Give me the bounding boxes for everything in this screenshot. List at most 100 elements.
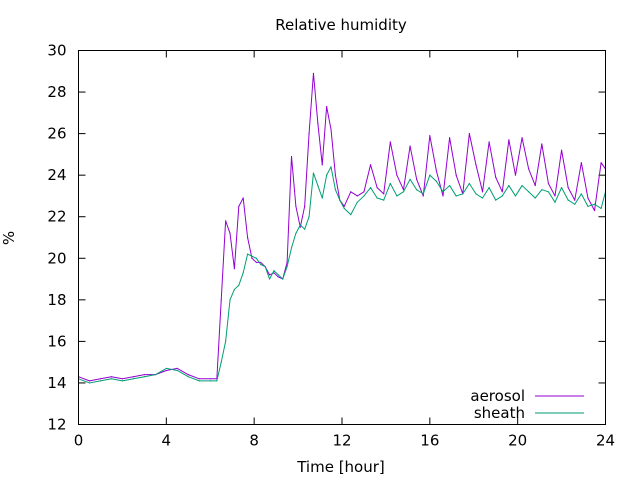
data-point-sheath [132,378,134,380]
data-point-aerosol [132,376,134,378]
data-point-sheath [312,172,315,174]
data-point-sheath [334,189,337,191]
data-point-aerosol [209,378,211,380]
data-point-aerosol [554,195,556,197]
data-point-aerosol [286,261,288,264]
data-point-aerosol [455,174,457,176]
data-point-sheath [209,380,211,382]
data-point-aerosol [88,380,91,382]
data-point-sheath [389,182,391,185]
data-point-aerosol [343,205,345,207]
data-point-aerosol [187,374,189,376]
data-point-aerosol [330,128,332,131]
data-point-aerosol [541,143,543,145]
data-point-aerosol [383,193,385,195]
data-point-aerosol [350,191,352,193]
data-point-aerosol [225,220,227,222]
x-tick-label: 24 [596,432,615,450]
data-point-aerosol [574,199,576,201]
data-point-aerosol [389,141,391,143]
data-point-sheath [229,299,231,301]
data-point-sheath [308,216,310,218]
data-point-sheath [220,361,222,363]
data-point-sheath [554,201,556,203]
data-point-aerosol [220,299,222,301]
data-point-aerosol [488,141,490,143]
data-point-sheath [587,205,589,207]
data-point-sheath [282,278,284,280]
data-point-aerosol [308,133,310,135]
data-point-sheath [121,380,124,382]
data-point-sheath [343,207,345,210]
data-point-sheath [277,274,279,276]
data-point-sheath [273,270,275,272]
data-point-aerosol [304,205,306,207]
data-point-sheath [356,201,358,203]
data-point-aerosol [255,261,257,264]
data-point-sheath [475,193,477,195]
plot-area [77,72,607,384]
data-point-aerosol [442,195,444,197]
data-point-sheath [176,369,178,372]
data-point-sheath [295,232,297,234]
data-point-aerosol [273,272,275,274]
x-tick-label: 4 [162,432,172,450]
data-point-aerosol [299,226,301,228]
y-tick-label: 12 [47,416,66,434]
data-point-sheath [326,174,328,176]
data-point-aerosol [246,236,249,239]
data-point-sheath [198,380,200,382]
data-point-aerosol [233,268,236,270]
data-point-aerosol [600,162,602,164]
data-point-sheath [321,197,323,199]
data-point-sheath [402,191,405,193]
data-point-sheath [363,195,365,197]
data-point-sheath [143,376,145,378]
data-point-aerosol [268,274,271,276]
data-point-aerosol [363,191,365,193]
data-point-sheath [268,278,271,280]
data-point-aerosol [260,261,262,264]
data-point-sheath [317,184,319,187]
y-tick-label: 24 [47,166,66,184]
data-point-aerosol [481,191,484,193]
data-point-sheath [521,184,523,187]
data-point-aerosol [521,137,523,139]
y-tick-label: 16 [47,332,66,350]
y-tick-label: 20 [47,249,66,267]
data-point-sheath [508,184,510,187]
y-tick-label: 26 [47,125,66,143]
x-axis-label: Time [hour] [296,458,385,476]
data-point-sheath [448,184,451,187]
data-point-sheath [225,340,227,342]
plot-border [78,50,606,425]
data-point-sheath [514,195,517,197]
data-point-sheath [396,195,398,197]
data-point-sheath [580,193,582,195]
data-point-sheath [422,193,424,195]
data-point-sheath [429,174,431,176]
data-point-sheath [110,378,113,380]
data-point-sheath [409,178,411,180]
data-point-aerosol [435,170,438,172]
data-point-sheath [286,265,288,268]
data-point-sheath [255,257,257,259]
data-point-sheath [330,166,332,168]
y-tick-label: 30 [47,42,66,60]
data-point-aerosol [501,191,503,193]
data-point-sheath [501,195,503,197]
data-point-sheath [416,189,418,191]
x-tick-label: 0 [74,432,84,450]
data-point-aerosol [560,149,563,151]
data-point-sheath [488,187,490,189]
data-point-sheath [260,263,262,266]
data-point-sheath [369,187,372,189]
data-point-aerosol [110,376,113,378]
data-point-aerosol [121,378,124,380]
data-point-aerosol [409,145,411,147]
chart-title: Relative humidity [275,16,407,34]
data-point-sheath [455,195,457,197]
data-point-aerosol [295,205,297,207]
